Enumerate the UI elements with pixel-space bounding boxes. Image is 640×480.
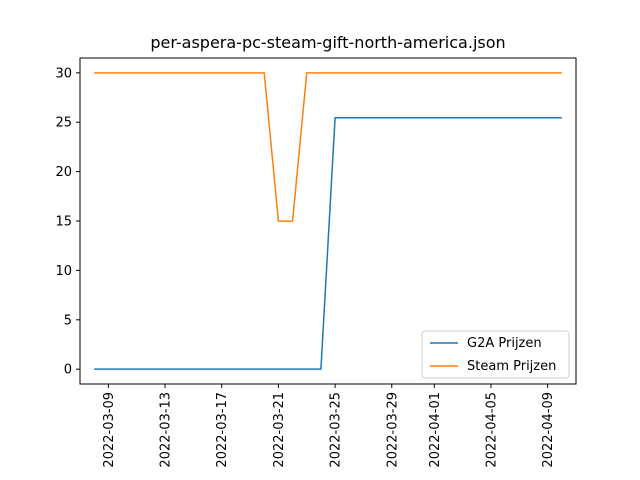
x-tick-label: 2022-03-09 bbox=[102, 392, 117, 468]
x-tick-label: 2022-04-05 bbox=[484, 392, 499, 468]
y-tick-label: 15 bbox=[55, 215, 72, 230]
x-tick-label: 2022-03-21 bbox=[272, 392, 287, 468]
x-tick-label: 2022-04-01 bbox=[428, 392, 443, 468]
y-tick-label: 5 bbox=[64, 313, 72, 328]
y-axis-ticks: 0 5 10 15 20 25 30 bbox=[55, 66, 80, 378]
legend-label-steam: Steam Prijzen bbox=[467, 359, 556, 374]
x-tick-label: 2022-03-25 bbox=[329, 392, 344, 468]
y-tick-label: 30 bbox=[55, 66, 72, 81]
x-axis-ticks: 2022-03-09 2022-03-13 2022-03-17 2022-03-21… bbox=[102, 384, 556, 468]
legend-box bbox=[421, 330, 570, 379]
y-tick-label: 20 bbox=[55, 165, 72, 180]
x-tick-label: 2022-04-09 bbox=[541, 392, 556, 468]
y-tick-label: 10 bbox=[55, 264, 72, 279]
series-lines bbox=[94, 72, 562, 370]
x-tick-label: 2022-03-29 bbox=[385, 392, 400, 468]
y-tick-label: 25 bbox=[55, 116, 72, 131]
x-tick-label: 2022-03-13 bbox=[159, 392, 174, 468]
x-tick-label: 2022-03-17 bbox=[215, 392, 230, 468]
legend-label-g2a: G2A Prijzen bbox=[467, 336, 542, 351]
series-line-g2a bbox=[94, 117, 562, 370]
chart-title: per-aspera-pc-steam-gift-north-america.j… bbox=[150, 33, 505, 52]
y-tick-label: 0 bbox=[64, 363, 72, 378]
series-line-steam bbox=[94, 72, 562, 222]
legend: G2A Prijzen Steam Prijzen bbox=[421, 330, 570, 379]
plot-area-frame bbox=[79, 57, 577, 385]
